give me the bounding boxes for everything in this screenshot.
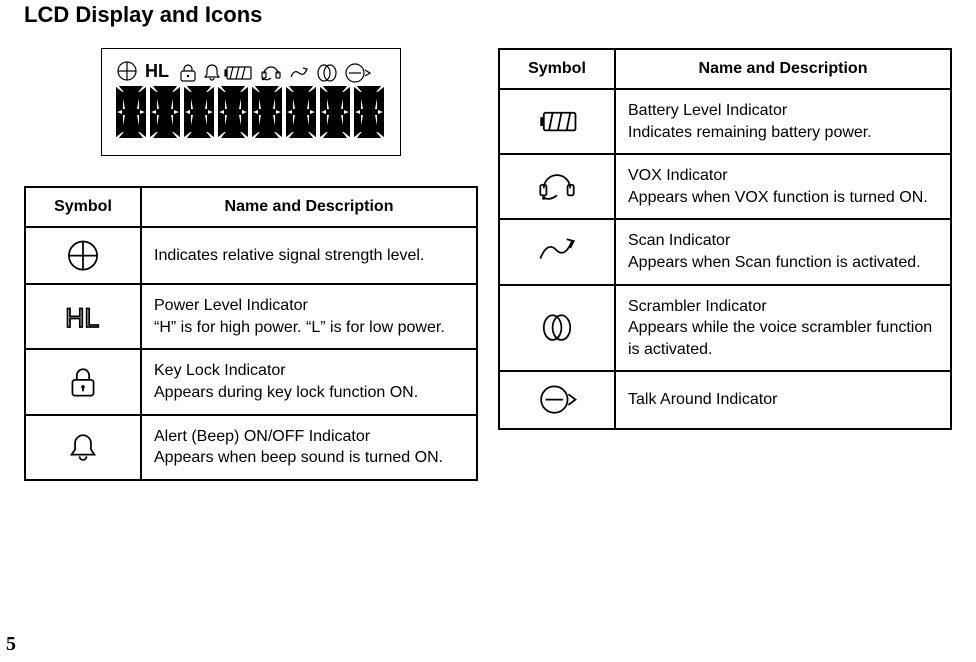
- table-row: Battery Level IndicatorIndicates remaini…: [499, 89, 951, 154]
- symbol-cell: [499, 89, 615, 154]
- table-row: HL Power Level Indicator“H” is for high p…: [25, 284, 477, 349]
- description-cell: Battery Level IndicatorIndicates remaini…: [615, 89, 951, 154]
- hl-icon: HL: [61, 299, 105, 334]
- right-column: Symbol Name and Description Battery Leve…: [498, 48, 952, 430]
- left-column: HL: [24, 48, 478, 481]
- col-symbol-header: Symbol: [499, 49, 615, 89]
- right-table: Symbol Name and Description Battery Leve…: [498, 48, 952, 430]
- lock-icon: [61, 364, 105, 399]
- table-row: VOX IndicatorAppears when VOX function i…: [499, 154, 951, 219]
- symbol-cell: [499, 285, 615, 372]
- description-cell: Scrambler IndicatorAppears while the voi…: [615, 285, 951, 372]
- symbol-cell: [25, 227, 141, 284]
- signal-icon: [61, 238, 105, 273]
- description-cell: Scan IndicatorAppears when Scan function…: [615, 219, 951, 284]
- page-root: LCD Display and Icons HL: [0, 0, 976, 662]
- symbol-cell: [499, 371, 615, 428]
- left-table-body: Indicates relative signal strength level…: [25, 227, 477, 480]
- bell-icon: [61, 430, 105, 465]
- table-row: Scan IndicatorAppears when Scan function…: [499, 219, 951, 284]
- table-row: Key Lock IndicatorAppears during key loc…: [25, 349, 477, 414]
- table-row: Talk Around Indicator: [499, 371, 951, 428]
- description-cell: VOX IndicatorAppears when VOX function i…: [615, 154, 951, 219]
- symbol-cell: HL: [25, 284, 141, 349]
- page-title: LCD Display and Icons: [24, 0, 952, 28]
- page-number: 5: [6, 633, 16, 656]
- lcd-display-image: HL: [101, 48, 401, 156]
- table-row: Scrambler IndicatorAppears while the voi…: [499, 285, 951, 372]
- symbol-cell: [499, 219, 615, 284]
- right-table-body: Battery Level IndicatorIndicates remaini…: [499, 89, 951, 429]
- table-header-row: Symbol Name and Description: [25, 187, 477, 227]
- table-header-row: Symbol Name and Description: [499, 49, 951, 89]
- symbol-cell: [499, 154, 615, 219]
- table-row: Alert (Beep) ON/OFF IndicatorAppears whe…: [25, 415, 477, 480]
- description-cell: Talk Around Indicator: [615, 371, 951, 428]
- description-cell: Indicates relative signal strength level…: [141, 227, 477, 284]
- lcd-svg: HL: [111, 57, 391, 147]
- symbol-cell: [25, 349, 141, 414]
- lcd-digits: [117, 87, 383, 137]
- table-row: Indicates relative signal strength level…: [25, 227, 477, 284]
- talkaround-icon: [535, 382, 579, 417]
- left-table: Symbol Name and Description Indicates re…: [24, 186, 478, 481]
- col-desc-header: Name and Description: [615, 49, 951, 89]
- content-columns: HL: [24, 48, 952, 481]
- col-symbol-header: Symbol: [25, 187, 141, 227]
- svg-text:HL: HL: [145, 61, 169, 81]
- svg-text:HL: HL: [65, 303, 99, 333]
- scrambler-icon: [535, 310, 579, 345]
- symbol-cell: [25, 415, 141, 480]
- description-cell: Key Lock IndicatorAppears during key loc…: [141, 349, 477, 414]
- headset-icon: [535, 169, 579, 204]
- description-cell: Power Level Indicator“H” is for high pow…: [141, 284, 477, 349]
- description-cell: Alert (Beep) ON/OFF IndicatorAppears whe…: [141, 415, 477, 480]
- scan-icon: [535, 234, 579, 269]
- battery-icon: [535, 104, 579, 139]
- col-desc-header: Name and Description: [141, 187, 477, 227]
